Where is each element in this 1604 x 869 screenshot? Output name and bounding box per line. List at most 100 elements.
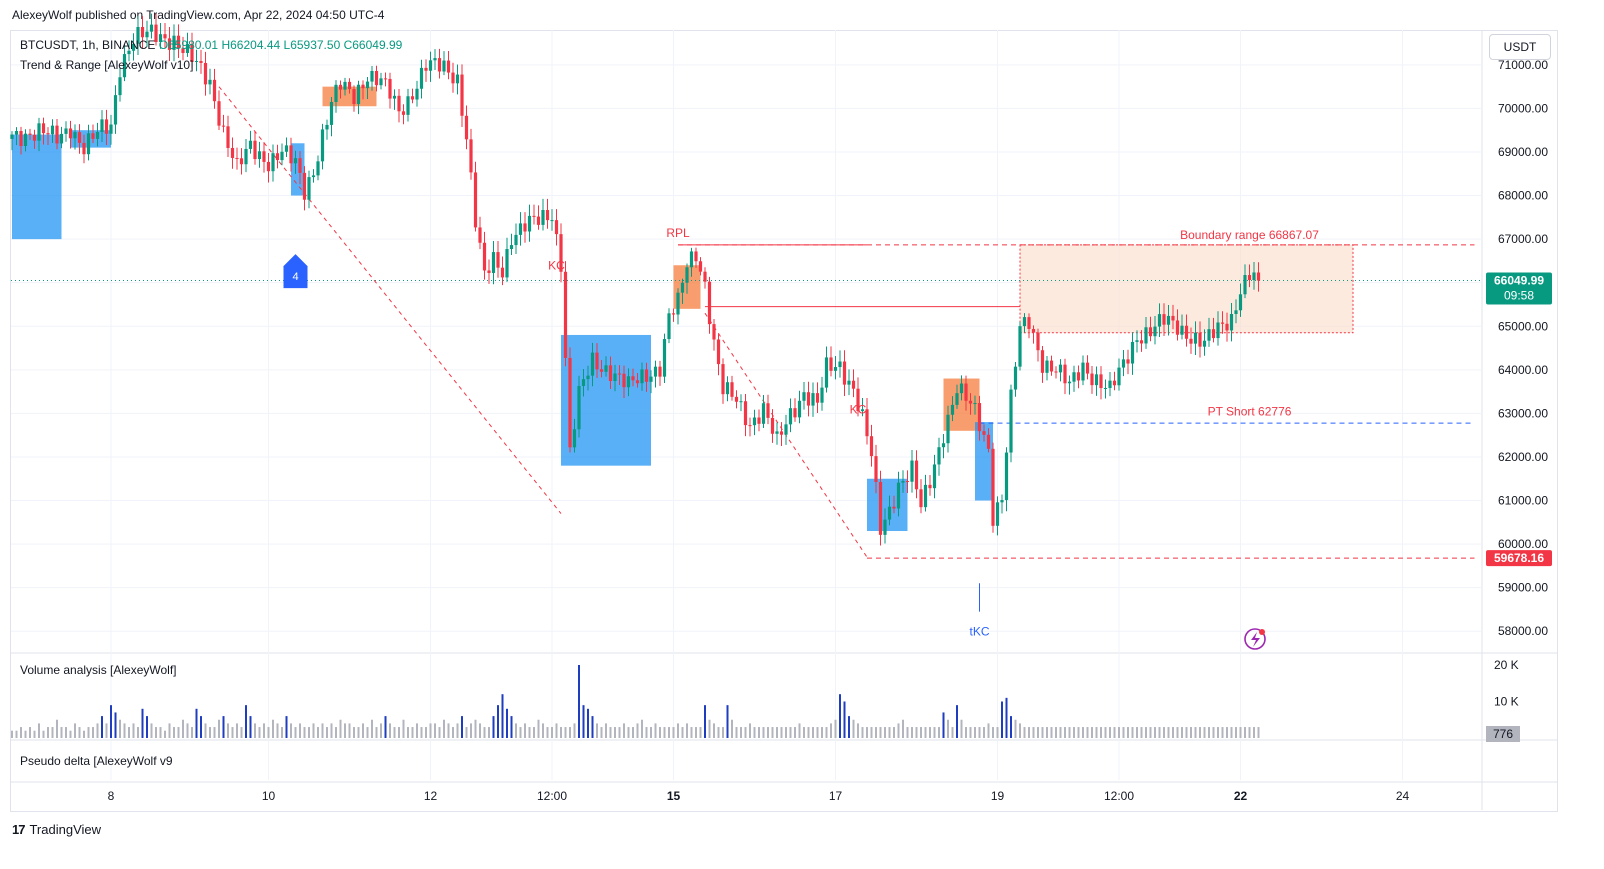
candle-body xyxy=(725,382,730,395)
volume-bar xyxy=(636,723,639,738)
candle-body xyxy=(1112,380,1117,386)
volume-bar xyxy=(524,723,526,738)
chart-annotation: PT Short 62776 xyxy=(1208,405,1292,419)
candle-body xyxy=(644,369,649,382)
chart-grid xyxy=(11,30,1557,810)
candle-body xyxy=(1081,362,1085,381)
volume-bar xyxy=(1140,727,1143,738)
candle-body xyxy=(424,67,428,71)
volume-bar xyxy=(231,727,234,738)
candle-body xyxy=(1162,314,1166,325)
candle-body xyxy=(689,251,694,268)
candle-body xyxy=(185,44,190,53)
candle-body xyxy=(370,70,374,82)
candle-body xyxy=(716,339,721,365)
delta-indicator-title[interactable]: Pseudo delta [AlexeyWolf v9 xyxy=(20,754,173,768)
candle-body xyxy=(329,101,334,125)
volume-bar xyxy=(969,727,972,738)
volume-bar xyxy=(987,723,990,738)
candle-body xyxy=(950,404,955,415)
indicator-title[interactable]: Trend & Range [AlexeyWolf v10] xyxy=(20,58,194,72)
chart-frame[interactable] xyxy=(10,30,1558,812)
candle-body xyxy=(154,24,158,42)
currency-button[interactable]: USDT xyxy=(1489,34,1551,60)
volume-bar xyxy=(695,727,697,738)
volume-bar xyxy=(690,727,693,738)
candle-body xyxy=(91,133,95,139)
volume-bar xyxy=(731,719,733,738)
volume-bar xyxy=(101,716,103,738)
volume-bar xyxy=(267,727,270,738)
candle-body xyxy=(941,443,946,448)
candle-body xyxy=(563,271,568,358)
price-tick-label: 71000.00 xyxy=(1498,58,1548,72)
candle-body xyxy=(374,70,379,86)
candle-body xyxy=(208,79,212,85)
candle-body xyxy=(140,26,145,38)
volume-bar xyxy=(1001,701,1003,738)
candle-body xyxy=(334,84,338,102)
candle-body xyxy=(365,81,370,89)
volume-bar xyxy=(996,727,999,738)
volume-bar xyxy=(33,730,36,738)
candle-body xyxy=(977,403,982,432)
candle-body xyxy=(1202,340,1207,347)
candle-body xyxy=(586,375,590,380)
candle-body xyxy=(131,43,136,51)
volume-indicator-title[interactable]: Volume analysis [AlexeyWolf] xyxy=(20,663,177,677)
candle-body xyxy=(46,133,50,135)
volume-bar xyxy=(1046,727,1048,738)
candle-body xyxy=(824,357,829,388)
candle-body xyxy=(437,58,442,72)
volume-bar xyxy=(1208,727,1210,738)
volume-bar xyxy=(173,727,175,738)
candle-body xyxy=(577,385,581,430)
candle-body xyxy=(397,95,401,112)
footer-brand[interactable]: 17 TradingView xyxy=(12,822,101,837)
volume-bar xyxy=(740,727,742,738)
chart-annotation: RPL xyxy=(666,226,690,240)
volume-bar xyxy=(780,727,783,738)
candle-body xyxy=(914,460,919,490)
volume-bar xyxy=(128,727,130,738)
candle-body xyxy=(325,124,329,130)
price-tick-label: 65000.00 xyxy=(1498,319,1548,333)
candle-body xyxy=(1148,327,1153,337)
candle-body xyxy=(815,393,820,403)
candle-body xyxy=(991,448,995,526)
volume-bar xyxy=(366,727,369,738)
chart-annotation: tKC xyxy=(969,625,989,639)
volume-bar xyxy=(591,716,594,738)
open-value: O65980.01 xyxy=(158,38,219,52)
volume-bar xyxy=(38,723,40,738)
demand-zone xyxy=(12,134,62,240)
volume-bar xyxy=(528,727,531,738)
candle-body xyxy=(806,392,811,406)
volume-bar xyxy=(582,705,585,738)
candle-body xyxy=(788,408,793,425)
volume-bar xyxy=(749,723,751,738)
volume-bar xyxy=(308,727,310,738)
volume-bar xyxy=(119,719,121,738)
volume-bar xyxy=(456,723,459,738)
candle-body xyxy=(995,502,1000,526)
candle-body xyxy=(316,161,320,176)
candle-body xyxy=(730,382,734,397)
candle-body xyxy=(676,292,680,315)
candle-body xyxy=(1175,320,1180,335)
candle-body xyxy=(401,111,406,115)
volume-bar xyxy=(326,727,328,738)
volume-bar xyxy=(564,727,567,738)
volume-bar xyxy=(888,727,891,738)
candle-body xyxy=(145,31,149,38)
volume-bar xyxy=(744,727,747,738)
candle-body xyxy=(752,417,757,426)
volume-bar xyxy=(272,719,274,738)
candle-body xyxy=(361,84,365,89)
candle-body xyxy=(1000,500,1004,503)
volume-bar xyxy=(1257,727,1260,738)
volume-bar xyxy=(483,727,486,738)
volume-bar xyxy=(74,723,76,738)
volume-bar xyxy=(920,727,922,738)
